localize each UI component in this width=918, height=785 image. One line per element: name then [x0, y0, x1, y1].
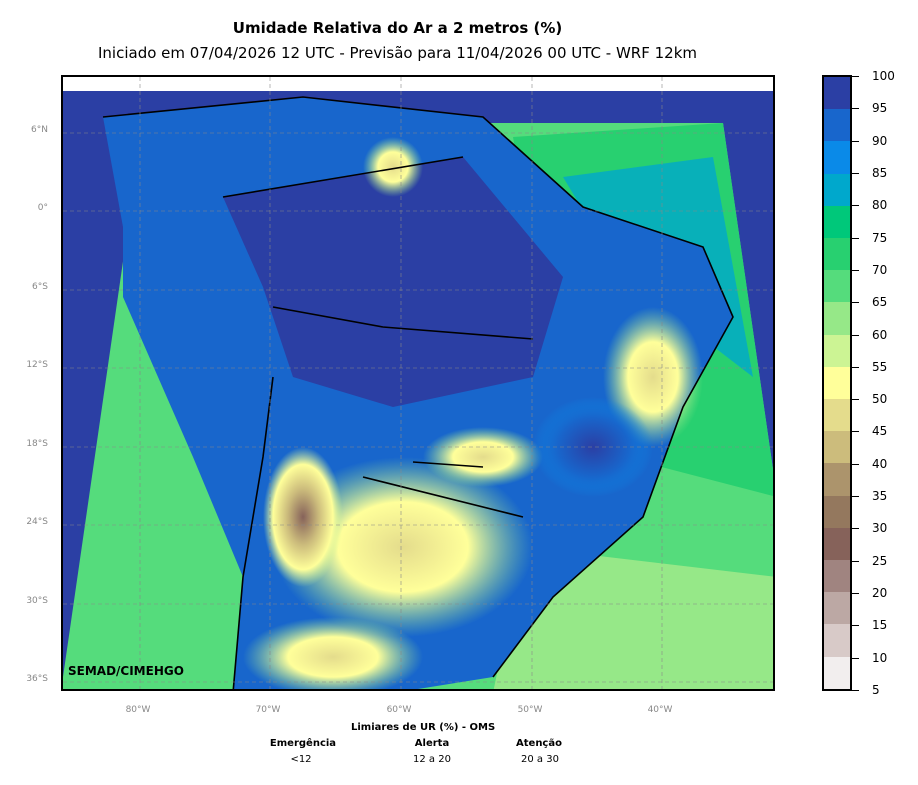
- colorbar: [822, 75, 852, 691]
- colorbar-bin: [824, 173, 850, 206]
- colorbar-bin: [824, 77, 850, 110]
- lat-label: 36°S: [26, 674, 48, 684]
- lat-label: 12°S: [26, 360, 48, 370]
- colorbar-bin: [824, 366, 850, 400]
- lon-label: 50°W: [517, 705, 543, 715]
- legend-level-label: Emergência: [269, 738, 337, 749]
- legend-level-range: <12: [290, 754, 312, 765]
- colorbar-tick: [852, 302, 859, 304]
- lat-label: 30°S: [26, 596, 48, 606]
- colorbar-bin: [824, 431, 850, 464]
- colorbar-tick: [852, 140, 859, 142]
- lon-label: 60°W: [386, 705, 412, 715]
- colorbar-tick-label: 5: [872, 683, 880, 697]
- legend-level-range: 12 a 20: [413, 754, 451, 765]
- colorbar-bin: [824, 205, 850, 239]
- colorbar-tick-label: 65: [872, 295, 888, 310]
- colorbar-tick-label: 40: [872, 456, 888, 471]
- colorbar-bin: [824, 495, 850, 528]
- colorbar-tick-label: 60: [872, 327, 888, 342]
- colorbar-tick: [852, 76, 859, 77]
- colorbar-bin: [824, 527, 850, 561]
- colorbar-bin: [824, 302, 850, 335]
- credit-label: SEMAD/CIMEHGO: [68, 664, 184, 678]
- colorbar-tick: [852, 205, 859, 207]
- colorbar-tick: [852, 366, 859, 368]
- lon-label: 80°W: [125, 705, 151, 715]
- colorbar-tick: [852, 560, 859, 562]
- lat-label: 0°: [37, 203, 48, 213]
- colorbar-tick-label: 70: [872, 262, 888, 277]
- colorbar-tick: [852, 657, 859, 659]
- colorbar-tick: [852, 269, 859, 271]
- legend-level-label: Atenção: [516, 738, 562, 749]
- colorbar-bin: [824, 399, 850, 432]
- lat-label: 6°N: [31, 125, 48, 135]
- colorbar-tick-label: 95: [872, 101, 888, 116]
- colorbar-bin: [824, 624, 850, 657]
- colorbar-tick: [852, 399, 859, 401]
- colorbar-bin: [824, 270, 850, 303]
- colorbar-tick-label: 50: [872, 392, 888, 407]
- legend-level-label: Alerta: [414, 738, 450, 749]
- lat-label: 24°S: [26, 517, 48, 527]
- colorbar-bin: [824, 560, 850, 593]
- colorbar-tick-label: 55: [872, 359, 888, 374]
- map-title: Umidade Relativa do Ar a 2 metros (%): [232, 19, 563, 37]
- humidity-map: [61, 75, 775, 691]
- map-subtitle: Iniciado em 07/04/2026 12 UTC - Previsão…: [97, 44, 698, 62]
- colorbar-bin: [824, 109, 850, 142]
- colorbar-tick: [852, 172, 859, 174]
- colorbar-tick: [852, 108, 859, 110]
- colorbar-tick-label: 100: [872, 69, 895, 83]
- colorbar-tick-label: 45: [872, 424, 888, 439]
- colorbar-tick-label: 85: [872, 165, 888, 180]
- colorbar-tick: [852, 496, 859, 498]
- colorbar-bin: [824, 334, 850, 367]
- humidity-field: [63, 77, 773, 689]
- colorbar-tick-label: 75: [872, 230, 888, 245]
- colorbar-tick-label: 35: [872, 489, 888, 504]
- colorbar-bin: [824, 656, 850, 689]
- colorbar-tick-label: 25: [872, 553, 888, 568]
- colorbar-tick: [852, 528, 859, 530]
- colorbar-tick: [852, 625, 859, 627]
- legend-title: Limiares de UR (%) - OMS: [351, 722, 496, 733]
- colorbar-tick-label: 30: [872, 521, 888, 536]
- lat-label: 6°S: [32, 282, 48, 292]
- colorbar-bin: [824, 238, 850, 271]
- colorbar-bin: [824, 592, 850, 625]
- colorbar-tick-label: 10: [872, 650, 888, 665]
- colorbar-bin: [824, 463, 850, 496]
- colorbar-tick: [852, 237, 859, 239]
- colorbar-tick: [852, 690, 859, 691]
- colorbar-tick-label: 15: [872, 618, 888, 633]
- colorbar-tick: [852, 431, 859, 433]
- colorbar-tick: [852, 593, 859, 595]
- colorbar-tick: [852, 334, 859, 336]
- colorbar-tick-label: 90: [872, 133, 888, 148]
- legend-level-range: 20 a 30: [521, 754, 559, 765]
- colorbar-bin: [824, 141, 850, 174]
- lon-label: 70°W: [255, 705, 281, 715]
- lat-label: 18°S: [26, 439, 48, 449]
- colorbar-tick-label: 80: [872, 198, 888, 213]
- colorbar-tick-label: 20: [872, 586, 888, 601]
- colorbar-tick: [852, 463, 859, 465]
- lon-label: 40°W: [647, 705, 673, 715]
